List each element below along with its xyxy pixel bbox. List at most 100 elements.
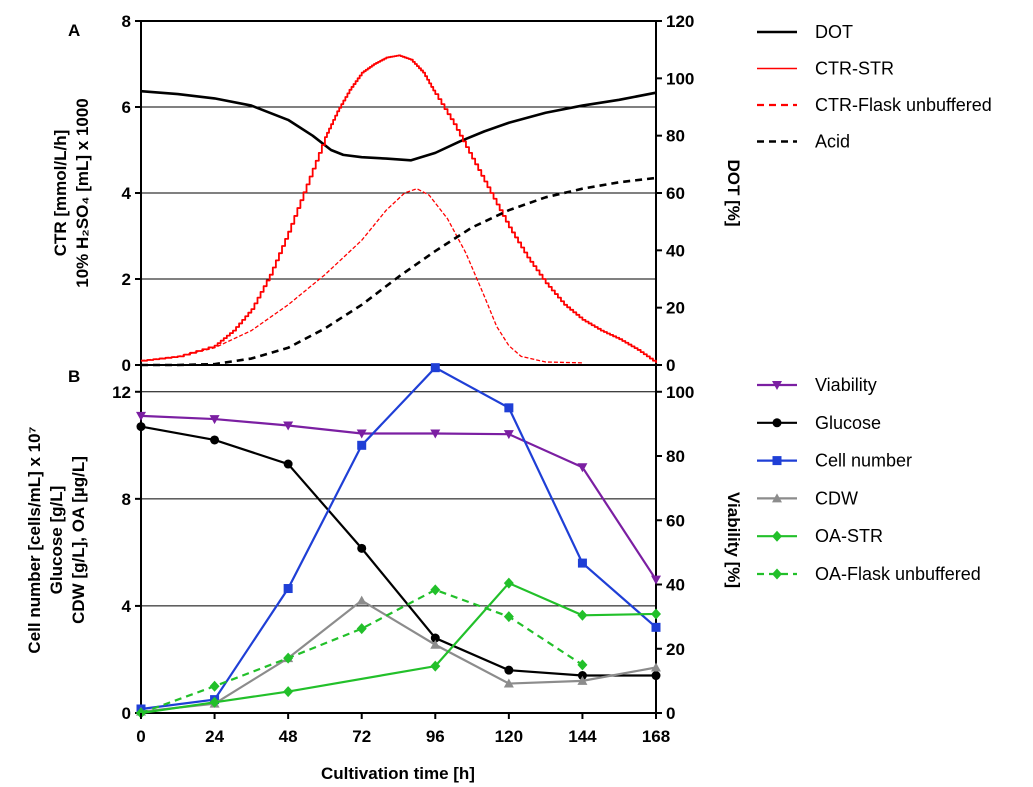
series-cell-number-point — [357, 440, 367, 450]
series-viability-point — [503, 430, 514, 440]
series-cdw-line — [140, 599, 657, 713]
series-oa-str-point — [503, 577, 514, 589]
panel-a-right-tick-label: 60 — [666, 184, 685, 203]
panel-a-right-tick-label: 20 — [666, 299, 685, 318]
x-tick-label: 168 — [642, 727, 670, 746]
series-glucose-line — [140, 425, 656, 677]
panel-b-right-tick-label: 80 — [666, 447, 685, 466]
panel-b-legend: Viability Glucose Cell number CDW OA-STR OA-F… — [757, 375, 981, 584]
panel-b-letter: B — [68, 367, 80, 386]
panel-a-right-tick-label: 80 — [666, 127, 685, 146]
legend-ctr-flask-unbuffered-label: CTR-Flask unbuffered — [815, 95, 992, 115]
series-cdw-point — [356, 595, 367, 605]
panel-a-left-axis-label: CTR [mmol/L/h] 10% H₂SO₄ [mL] x 1000 — [51, 98, 92, 288]
legend-oa-flask-unbuffered-marker — [772, 568, 782, 580]
series-acid-line — [141, 176, 657, 367]
series-glucose-point — [651, 671, 661, 681]
series-glucose-point — [504, 665, 514, 675]
series-cell-number-point — [504, 403, 514, 413]
series-cdw-point — [577, 675, 588, 685]
legend-oa-flask-unbuffered-label: OA-Flask unbuffered — [815, 564, 981, 584]
panel-b-left-tick-label: 8 — [122, 490, 131, 509]
series-glucose-point — [357, 543, 367, 553]
panel-a-right-tick-label: 100 — [666, 69, 694, 88]
series-ctr-flask-unbuffered-line — [140, 188, 583, 364]
series-glucose-point — [283, 459, 293, 469]
legend-cell-number-label: Cell number — [815, 451, 912, 471]
legend-dot-label: DOT — [815, 22, 853, 42]
panel-a-gridlines — [141, 106, 656, 280]
panel-a-right-tick-label: 120 — [666, 12, 694, 31]
series-viability-point — [651, 575, 661, 585]
series-glucose-point — [430, 633, 440, 643]
series-oa-flask-unbuffered-point — [430, 584, 441, 596]
panel-b-series — [136, 363, 661, 719]
series-viability-point — [430, 429, 441, 439]
series-cell-number-point — [651, 622, 661, 632]
panel-a-series — [140, 54, 657, 367]
panel-a-letter: A — [68, 21, 80, 40]
panel-b-right-tick-label: 100 — [666, 383, 694, 402]
series-oa-flask-unbuffered-line — [140, 588, 584, 715]
x-tick-label: 144 — [568, 727, 597, 746]
series-cell-number-line — [140, 366, 657, 711]
series-glucose-point — [577, 671, 587, 681]
legend-cdw-label: CDW — [815, 488, 858, 508]
series-oa-str-point — [430, 660, 441, 672]
series-oa-str-point — [577, 609, 588, 621]
panel-a-left-tick-label: 8 — [122, 12, 131, 31]
panel-a-right-ticks: 0 20 40 60 80 100 120 — [656, 12, 694, 375]
x-tick-label: 0 — [136, 727, 145, 746]
series-viability-point — [577, 463, 588, 473]
panel-a-right-axis-label: DOT [%] — [724, 159, 743, 226]
series-viability-point — [209, 415, 220, 425]
legend-glucose-label: Glucose — [815, 413, 881, 433]
panel-a-left-label-line-2: 10% H₂SO₄ [mL] x 1000 — [73, 98, 92, 288]
panel-b-right-tick-label: 60 — [666, 511, 685, 530]
series-oa-str-point — [651, 608, 661, 620]
panel-a-left-tick-label: 6 — [122, 98, 131, 117]
series-cell-number-point — [577, 558, 587, 568]
legend-cdw-marker — [772, 493, 782, 503]
series-cell-number-point — [430, 363, 440, 373]
panel-b-left-axis-label: Cell number [cells/mL] x 10⁷ Glucose [g/… — [25, 426, 88, 653]
series-oa-flask-unbuffered-point — [283, 652, 294, 664]
panel-b-right-ticks: 0 20 40 60 80 100 — [656, 383, 694, 723]
panel-a-right-tick-label: 40 — [666, 241, 685, 260]
x-tick-label: 24 — [205, 727, 224, 746]
series-cdw-point — [430, 639, 441, 649]
panel-b-left-tick-label: 4 — [122, 597, 132, 616]
series-dot-line — [140, 89, 657, 162]
series-oa-flask-unbuffered-point — [503, 611, 514, 623]
x-tick-label: 120 — [495, 727, 523, 746]
panel-b-left-ticks: 0 4 8 12 — [112, 383, 141, 723]
x-tick-label: 96 — [426, 727, 445, 746]
series-viability-point — [356, 429, 367, 439]
panel-a-legend: DOT CTR-STR CTR-Flask unbuffered Acid — [757, 22, 992, 152]
legend-oa-str-marker — [772, 530, 782, 542]
panel-b-left-label-line-1: Cell number [cells/mL] x 10⁷ — [25, 426, 44, 653]
panel-a-left-label-line-1: CTR [mmol/L/h] — [51, 130, 70, 257]
x-tick-label: 72 — [352, 727, 371, 746]
legend-ctr-str-label: CTR-STR — [815, 59, 894, 79]
series-glucose-point — [136, 422, 146, 432]
series-glucose-point — [210, 435, 220, 445]
legend-cell-number-marker — [772, 456, 782, 466]
panel-b-left-label-line-2: Glucose [g/L] — [47, 486, 66, 595]
panel-b-gridlines — [141, 391, 656, 607]
panel-a-right-tick-label: 0 — [666, 356, 675, 375]
panel-a: 0 2 4 6 8 0 20 40 60 80 100 120 A CTR [mmol/L/h] 1… — [51, 12, 743, 375]
panel-a-left-tick-label: 2 — [122, 270, 131, 289]
panel-b: 0 4 8 12 0 20 40 60 80 100 B Cell number [cells/… — [25, 363, 743, 723]
series-viability-point — [283, 421, 294, 431]
panel-b-frame — [140, 364, 657, 714]
panel-b-right-tick-label: 40 — [666, 576, 685, 595]
series-viability-point — [136, 411, 146, 421]
series-cell-number-point — [283, 584, 293, 594]
series-cdw-point — [651, 662, 661, 672]
panel-b-left-tick-label: 12 — [112, 383, 131, 402]
legend-glucose-marker — [772, 418, 782, 428]
series-oa-flask-unbuffered-point — [209, 680, 220, 692]
x-tick-label: 48 — [279, 727, 298, 746]
